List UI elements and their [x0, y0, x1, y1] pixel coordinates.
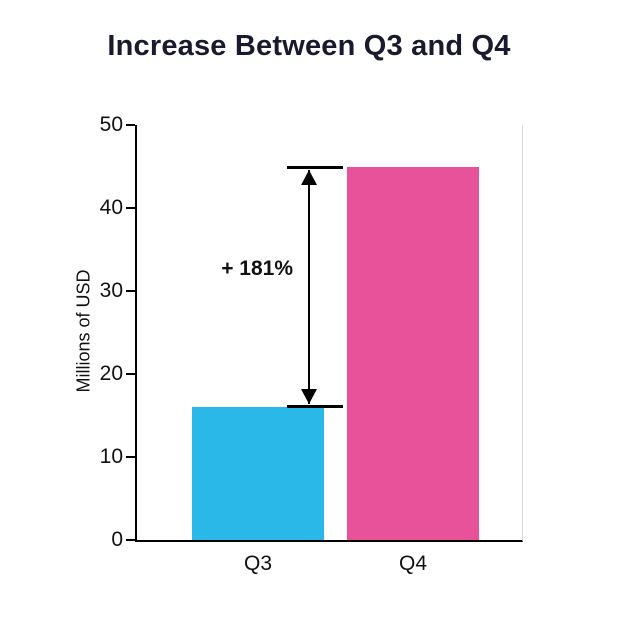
annotation-label: + 181%: [221, 256, 293, 280]
annotation-arrow-line: [308, 169, 310, 405]
y-tick-mark: [126, 456, 135, 458]
y-tick-mark: [126, 373, 135, 375]
y-tick-label: 40: [99, 196, 123, 219]
annotation-arrowhead-down: [301, 389, 317, 405]
y-tick-label: 10: [99, 445, 123, 468]
y-tick-mark: [126, 539, 135, 541]
annotation-arrowhead-up: [301, 169, 317, 185]
bar-q3: [192, 407, 324, 540]
y-tick-label: 20: [99, 362, 123, 385]
bar-q4: [347, 166, 479, 540]
y-tick-label: 50: [99, 113, 123, 136]
x-tick-label: Q4: [398, 552, 427, 575]
chart-title: Increase Between Q3 and Q4: [107, 30, 511, 62]
y-tick-mark: [126, 124, 135, 126]
y-tick-label: 30: [99, 279, 123, 302]
y-tick-mark: [126, 207, 135, 209]
annotation-top-cap: [287, 165, 343, 169]
y-tick-label: 0: [111, 528, 123, 551]
y-tick-mark: [126, 290, 135, 292]
plot-area: 0 10 20 30 40 50 Q3 Q4 + 181%: [100, 113, 523, 575]
x-tick-label: Q3: [243, 552, 272, 575]
annotation-bottom-cap: [287, 405, 343, 409]
